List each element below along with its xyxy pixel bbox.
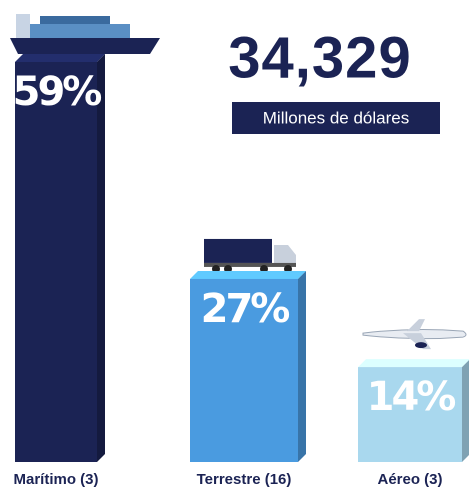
category-label: Marítimo (3) xyxy=(13,471,98,488)
bar-top xyxy=(190,270,306,279)
truck-icon xyxy=(204,238,296,273)
value-label: 27% xyxy=(201,286,290,332)
subtitle-box xyxy=(232,102,440,134)
bar xyxy=(190,278,298,462)
ship-icon xyxy=(10,14,160,54)
plane-icon xyxy=(362,319,467,350)
subtitle: Millones de dólares xyxy=(263,108,409,127)
value-label: 59% xyxy=(13,69,102,115)
category-label: Terrestre (16) xyxy=(197,471,292,488)
headline: 34,329 xyxy=(228,25,411,90)
bar-side xyxy=(462,360,469,462)
bar xyxy=(15,62,97,462)
bar xyxy=(358,367,462,462)
bar-top xyxy=(15,54,105,62)
bar-side xyxy=(298,270,306,462)
value-label: 14% xyxy=(367,374,456,420)
bar-side xyxy=(97,54,105,462)
bar-top xyxy=(358,359,469,368)
category-label: Aéreo (3) xyxy=(377,471,442,488)
